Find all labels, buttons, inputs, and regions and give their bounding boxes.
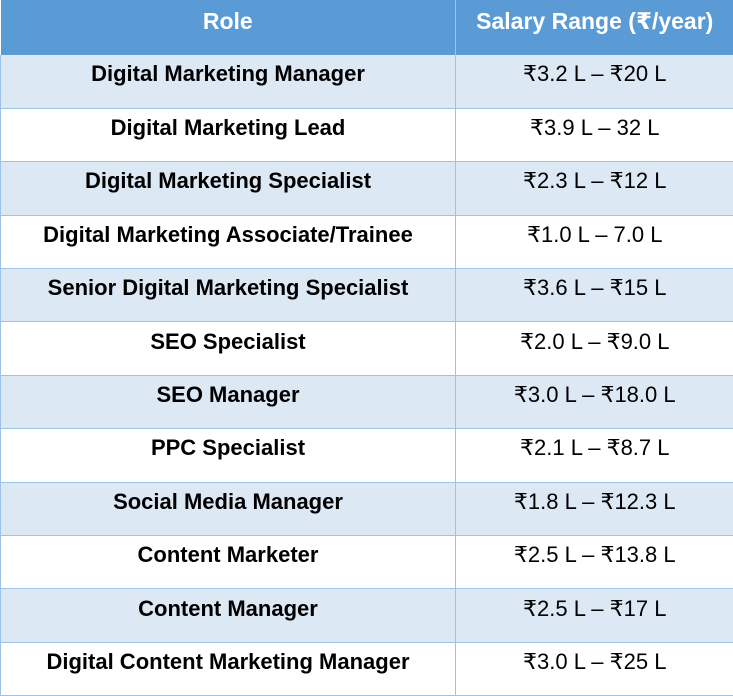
salary-cell: ₹3.0 L – ₹25 L bbox=[455, 642, 733, 696]
role-cell: Digital Marketing Specialist bbox=[0, 161, 456, 216]
table-row: Digital Content Marketing Manager ₹3.0 L… bbox=[0, 642, 733, 696]
role-cell: Digital Marketing Manager bbox=[0, 55, 456, 109]
role-cell: Content Marketer bbox=[0, 535, 456, 590]
salary-cell: ₹2.5 L – ₹17 L bbox=[455, 588, 733, 643]
salary-cell: ₹2.1 L – ₹8.7 L bbox=[455, 428, 733, 483]
role-cell: Digital Marketing Lead bbox=[0, 108, 456, 163]
salary-column-header: Salary Range (₹/year) bbox=[455, 0, 733, 55]
role-column-header: Role bbox=[0, 0, 456, 55]
role-cell: SEO Specialist bbox=[0, 321, 456, 376]
salary-cell: ₹2.5 L – ₹13.8 L bbox=[455, 535, 733, 590]
table-row: Digital Marketing Associate/Trainee ₹1.0… bbox=[0, 215, 733, 270]
salary-cell: ₹3.6 L – ₹15 L bbox=[455, 268, 733, 323]
table-row: Content Manager ₹2.5 L – ₹17 L bbox=[0, 588, 733, 643]
role-cell: PPC Specialist bbox=[0, 428, 456, 483]
salary-cell: ₹3.9 L – 32 L bbox=[455, 108, 733, 163]
table-row: Digital Marketing Lead ₹3.9 L – 32 L bbox=[0, 108, 733, 163]
salary-cell: ₹2.3 L – ₹12 L bbox=[455, 161, 733, 216]
table-row: Social Media Manager ₹1.8 L – ₹12.3 L bbox=[0, 482, 733, 537]
salary-cell: ₹3.0 L – ₹18.0 L bbox=[455, 375, 733, 430]
table-row: SEO Specialist ₹2.0 L – ₹9.0 L bbox=[0, 321, 733, 376]
table-row: Content Marketer ₹2.5 L – ₹13.8 L bbox=[0, 535, 733, 590]
table-row: Digital Marketing Manager ₹3.2 L – ₹20 L bbox=[0, 55, 733, 109]
role-cell: Digital Content Marketing Manager bbox=[0, 642, 456, 696]
role-cell: Senior Digital Marketing Specialist bbox=[0, 268, 456, 323]
role-cell: SEO Manager bbox=[0, 375, 456, 430]
salary-cell: ₹1.0 L – 7.0 L bbox=[455, 215, 733, 270]
role-cell: Digital Marketing Associate/Trainee bbox=[0, 215, 456, 270]
salary-cell: ₹1.8 L – ₹12.3 L bbox=[455, 482, 733, 537]
salary-cell: ₹3.2 L – ₹20 L bbox=[455, 55, 733, 109]
table-row: Digital Marketing Specialist ₹2.3 L – ₹1… bbox=[0, 161, 733, 216]
role-cell: Social Media Manager bbox=[0, 482, 456, 537]
role-cell: Content Manager bbox=[0, 588, 456, 643]
table-row: Senior Digital Marketing Specialist ₹3.6… bbox=[0, 268, 733, 323]
table-row: PPC Specialist ₹2.1 L – ₹8.7 L bbox=[0, 428, 733, 483]
table-header-row: Role Salary Range (₹/year) bbox=[0, 0, 733, 55]
salary-cell: ₹2.0 L – ₹9.0 L bbox=[455, 321, 733, 376]
table-row: SEO Manager ₹3.0 L – ₹18.0 L bbox=[0, 375, 733, 430]
